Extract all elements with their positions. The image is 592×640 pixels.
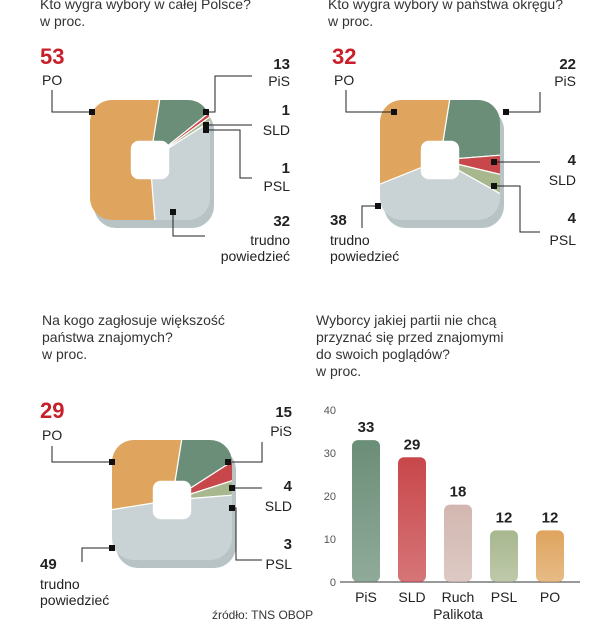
leader-line xyxy=(172,212,205,237)
bar-category-label: PiS xyxy=(355,589,377,605)
leader-line xyxy=(206,129,252,179)
bar-ruch-palikota xyxy=(444,504,472,582)
leader-marker xyxy=(170,209,176,215)
panel2-und-value: 38 xyxy=(330,212,347,229)
leader-line xyxy=(206,75,252,113)
bar-value-label: 33 xyxy=(358,419,375,436)
panel1-sld-value: 1 xyxy=(281,102,290,119)
bar-value-label: 12 xyxy=(542,509,559,526)
panel1-psl-label: PSL xyxy=(263,178,290,194)
panel3-psl-value: 3 xyxy=(283,536,292,553)
panel1-und-label: trudno powiedzieć xyxy=(220,232,290,264)
panel1-psl-value: 1 xyxy=(281,160,290,177)
panel4-title: Wyborcy jakiej partii nie chcą przyznać … xyxy=(316,312,504,379)
bar-value-label: 18 xyxy=(450,484,467,501)
panel2-title: Kto wygra wybory w państwa okręgu? w pro… xyxy=(328,0,563,29)
bar-value-label: 29 xyxy=(404,436,421,453)
panel3-po-value: 29 xyxy=(40,398,65,423)
leader-line xyxy=(51,90,92,113)
slice-sld xyxy=(171,445,232,501)
panel3-pis-value: 15 xyxy=(275,404,292,421)
slice-und xyxy=(380,159,500,220)
y-tick-label: 20 xyxy=(324,491,336,503)
leader-marker xyxy=(109,459,115,465)
panel1-title: Kto wygra wybory w całej Polsce? w proc. xyxy=(40,0,251,29)
panel3-psl-label: PSL xyxy=(265,556,292,572)
donut-hole xyxy=(130,140,170,180)
leader-line xyxy=(228,442,263,463)
leader-marker xyxy=(503,109,509,115)
leader-line xyxy=(361,205,378,228)
slice-pis xyxy=(439,100,500,161)
y-tick-label: 10 xyxy=(324,534,336,546)
leader-marker xyxy=(203,109,209,115)
panel1-pis-label: PiS xyxy=(268,73,290,89)
panel1-pis-value: 13 xyxy=(273,56,290,73)
slice-und xyxy=(112,492,232,560)
bar-po xyxy=(536,530,564,582)
leader-line xyxy=(345,90,394,113)
leader-marker xyxy=(229,505,235,511)
leader-marker xyxy=(229,485,235,491)
leader-line xyxy=(506,92,541,113)
bar-category-label: PO xyxy=(539,589,561,605)
slice-sld xyxy=(439,152,500,181)
panel2-pis-label: PiS xyxy=(554,73,576,89)
slice-pis xyxy=(149,100,210,162)
panel2-po-value: 32 xyxy=(332,44,357,69)
bar-psl xyxy=(490,530,518,582)
bar-category-label: PSL xyxy=(490,589,518,605)
panel2-psl-value: 4 xyxy=(567,210,576,227)
bar-sld xyxy=(398,457,426,582)
panel3-und-value: 49 xyxy=(40,556,57,573)
panel2-po-label: PO xyxy=(334,72,355,88)
slice-psl xyxy=(149,100,210,161)
panel2-pis-value: 22 xyxy=(559,56,576,73)
leader-line xyxy=(494,185,540,233)
panel1-po-value: 53 xyxy=(40,44,65,69)
leader-marker xyxy=(89,109,95,115)
leader-marker xyxy=(203,122,209,128)
panel3-und-label: trudno powiedzieć xyxy=(40,576,110,608)
y-tick-label: 30 xyxy=(324,448,336,460)
panel3-sld-value: 4 xyxy=(283,478,292,495)
panel1-und-value: 32 xyxy=(273,213,290,230)
y-tick-label: 0 xyxy=(330,577,336,589)
leader-line xyxy=(51,446,112,463)
slice-sld xyxy=(149,100,210,161)
leader-line xyxy=(81,547,112,562)
leader-marker xyxy=(491,159,497,165)
bar-category-label: Ruch Palikota xyxy=(433,589,483,622)
donut-hole xyxy=(420,140,460,180)
panel2-und-label: trudno powiedzieć xyxy=(330,232,400,264)
panel3-title: Na kogo zagłosuje większość państwa znaj… xyxy=(42,312,225,362)
source-note: źródło: TNS OBOP xyxy=(212,608,314,622)
leader-marker xyxy=(225,459,231,465)
panel3-pis-label: PiS xyxy=(270,423,292,439)
donut-hole xyxy=(152,480,192,520)
panel2-sld-label: SLD xyxy=(548,172,576,188)
bar-category-label: SLD xyxy=(398,589,426,605)
slice-pis xyxy=(171,440,232,502)
leader-marker xyxy=(375,203,381,209)
bar-pis xyxy=(352,440,380,582)
leader-marker xyxy=(203,127,209,133)
y-tick-label: 40 xyxy=(324,405,336,417)
panel2-sld-value: 4 xyxy=(567,152,576,169)
panel3-sld-label: SLD xyxy=(264,498,292,514)
panel1-po-label: PO xyxy=(42,72,63,88)
panel1-sld-label: SLD xyxy=(262,122,290,138)
panel3-po-label: PO xyxy=(42,427,63,443)
panel2-psl-label: PSL xyxy=(549,232,576,248)
slice-psl xyxy=(171,472,232,501)
bar-value-label: 12 xyxy=(496,509,513,526)
leader-marker xyxy=(109,545,115,551)
leader-marker xyxy=(491,183,497,189)
leader-marker xyxy=(391,109,397,115)
